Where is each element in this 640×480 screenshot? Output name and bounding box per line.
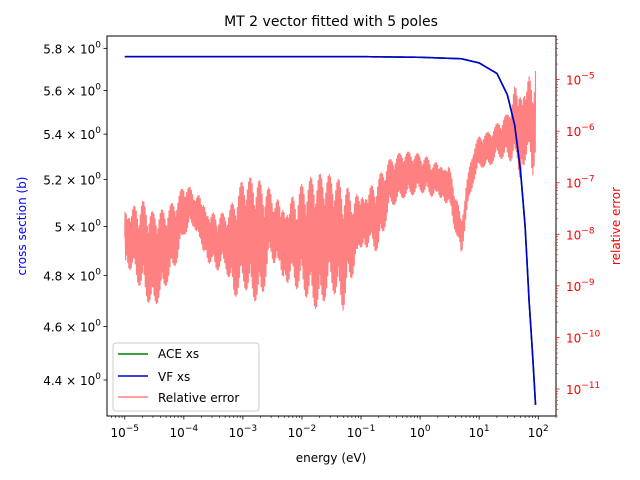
x-tick-label: 10−3: [229, 424, 258, 440]
legend-label-vf-xs: VF xs: [158, 370, 190, 384]
y-right-tick-label: 10−6: [566, 123, 595, 139]
y-right-axis-label: relative error: [609, 187, 623, 265]
plot-frame: [106, 35, 557, 417]
x-tick-label: 101: [469, 424, 490, 440]
x-tick-label: 10−5: [110, 424, 139, 440]
legend-box: [112, 342, 260, 412]
y-left-tick-label: 4.8 × 100: [43, 268, 101, 284]
series-line-relative-error: [124, 71, 537, 311]
y-left-tick-label: 5.4 × 100: [43, 126, 101, 142]
y-right-tick-label: 10−8: [566, 226, 595, 242]
x-tick-label: 100: [410, 424, 431, 440]
plot-area: [124, 55, 537, 405]
y-left-axis-label: cross section (b): [15, 177, 29, 276]
y-left-tick-label: 4.6 × 100: [43, 319, 101, 335]
y-left-tick-label: 5 × 100: [55, 219, 102, 235]
x-axis-label: energy (eV): [296, 451, 367, 465]
x-axis: 10−5 10−4 10−3 10−2 10−1 100 101 102: [110, 416, 557, 440]
y-right-tick-label: 10−9: [566, 278, 595, 294]
legend-label-ace-xs: ACE xs: [158, 347, 199, 361]
legend-label-relative-error: Relative error: [158, 391, 239, 405]
x-tick-label: 10−2: [288, 424, 317, 440]
x-tick-label: 10−4: [170, 424, 199, 440]
y-left-tick-label: 5.6 × 100: [43, 82, 101, 98]
legend: ACE xs VF xs Relative error: [112, 342, 260, 412]
y-left-tick-label: 4.4 × 100: [43, 372, 101, 388]
x-tick-label: 102: [528, 424, 549, 440]
series-line-vf-xs: [124, 55, 537, 405]
chart-title: MT 2 vector fitted with 5 poles: [224, 14, 438, 30]
y-left-axis: 4.4 × 100 4.6 × 100 4.8 × 100 5 × 100 5.2 × …: [43, 40, 107, 388]
y-right-tick-label: 10−7: [566, 175, 595, 191]
x-tick-label: 10−1: [347, 424, 376, 440]
y-left-tick-label: 5.8 × 100: [43, 40, 101, 56]
y-right-tick-label: 10−10: [566, 329, 601, 345]
y-right-tick-label: 10−5: [566, 72, 595, 88]
y-right-axis: 10−11 10−10 10−9 10−8 10−7 10−6 10−5: [556, 39, 601, 417]
y-left-tick-label: 5.2 × 100: [43, 171, 101, 187]
y-right-tick-label: 10−11: [566, 381, 600, 397]
